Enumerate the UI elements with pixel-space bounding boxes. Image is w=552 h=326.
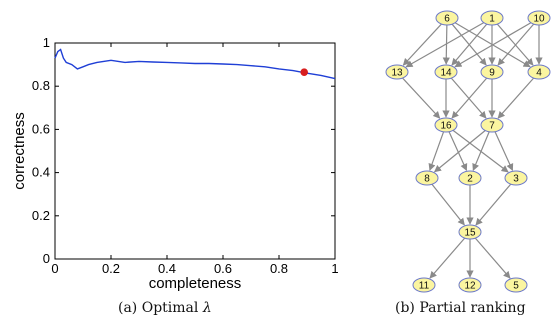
chart-a: 0 0.2 0.4 0.6 0.8 1 0 0.2 0.4 0.6 0.8 1 completene… [11,35,339,292]
caption-a-prefix: (a) Optimal [118,300,203,316]
graph-node-label: 16 [440,121,452,132]
y-axis-label: correctness [11,112,28,190]
y-tick-label: 1 [43,35,50,50]
graph-node-label: 11 [419,281,430,292]
x-tick-label: 0.8 [270,261,288,276]
graph-node-label: 4 [536,68,542,79]
graph-edge [476,184,511,225]
graph-node-14: 14 [435,65,457,79]
graph-node-label: 9 [489,68,495,79]
graph-node-10: 10 [528,11,550,25]
graph-edge [430,132,444,170]
x-tick-label: 0.4 [158,261,176,276]
graph-node-6: 6 [436,11,458,25]
graph-edge [449,132,466,171]
caption-a: (a) Optimal λ [118,300,212,316]
x-axis-label: completeness [149,275,242,292]
graph-node-label: 6 [444,14,450,25]
x-tick-label: 1 [331,261,338,276]
graph-node-label: 1 [489,14,495,25]
y-tick-label: 0.4 [32,165,50,180]
graph-edge [475,238,510,278]
graph-node-2: 2 [459,171,481,185]
graph-node-5: 5 [505,278,527,292]
y-tick-label: 0 [43,251,50,266]
graph-node-label: 15 [464,228,476,239]
optimal-point-marker [300,68,308,76]
caption-b: (b) Partial ranking [395,300,526,316]
graph-node-9: 9 [481,65,503,79]
graph-node-label: 10 [533,14,545,25]
graph-node-label: 3 [513,174,519,185]
y-tick-label: 0.6 [32,121,50,136]
x-tick-label: 0 [51,261,58,276]
graph-node-13: 13 [386,65,408,79]
graph-node-12: 12 [459,278,481,292]
graph-node-label: 13 [391,68,403,79]
graph-node-4: 4 [528,65,550,79]
graph-edges [403,23,539,278]
graph-edge [432,184,464,225]
graph-node-label: 2 [467,174,473,185]
graph-edge [403,78,440,118]
graph-node-label: 12 [464,281,476,292]
graph-edge [473,132,489,171]
graph-node-15: 15 [459,225,481,239]
graph-node-label: 7 [489,121,495,132]
graph-edge [403,24,441,65]
graph-node-1: 1 [481,11,503,25]
graph-node-label: 8 [424,174,430,185]
graph-edge [430,238,465,278]
graph-nodes: 6 1 10 13 14 9 4 16 7 8 2 3 15 11 12 5 [386,11,550,292]
graph-node-11: 11 [413,278,435,292]
y-tick-label: 0.2 [32,208,50,223]
graph-node-label: 14 [440,68,452,79]
y-tick-label: 0.8 [32,78,50,93]
graph-node-3: 3 [505,171,527,185]
graph-edge [498,78,534,118]
graph-node-16: 16 [435,118,457,132]
x-tick-label: 0.6 [214,261,232,276]
caption-a-symbol: λ [203,300,212,316]
graph-node-label: 5 [513,281,519,292]
graph-node-8: 8 [416,171,438,185]
x-tick-label: 0.2 [102,261,120,276]
graph-node-7: 7 [481,118,503,132]
plot-area-frame [55,43,335,259]
graph-edge [406,23,484,67]
